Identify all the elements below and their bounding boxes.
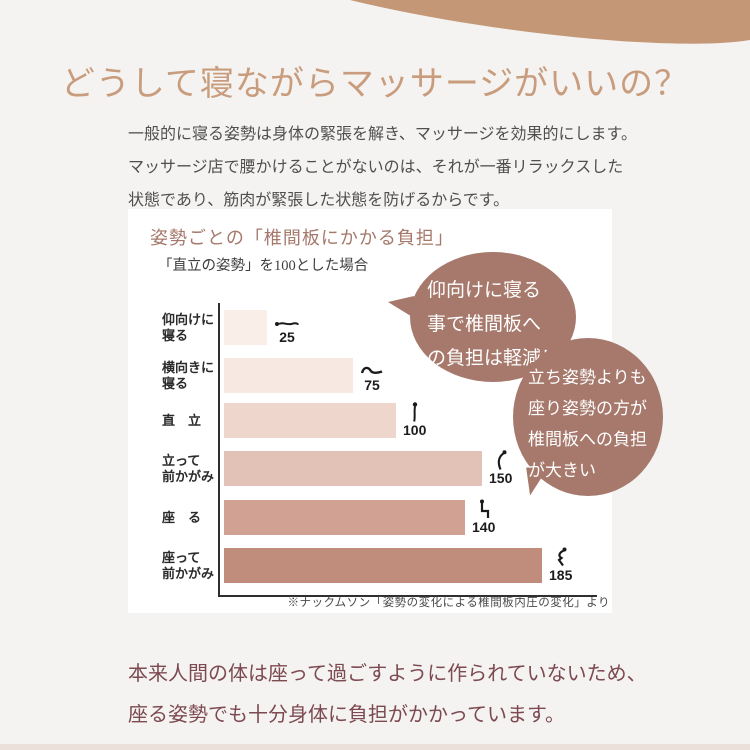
chart-row-lying-side: 横向きに 寝る 75 bbox=[128, 358, 612, 393]
label-line: 寝る bbox=[162, 327, 189, 343]
person-standing-bent-icon bbox=[497, 450, 507, 470]
bubble-line: 座り姿勢の方が bbox=[528, 399, 647, 418]
bar bbox=[224, 451, 482, 486]
bar-value: 75 bbox=[364, 377, 380, 393]
bar bbox=[224, 310, 267, 345]
top-corner-arc-decoration bbox=[350, 0, 750, 44]
bubble-line: 事で椎間板へ bbox=[427, 314, 542, 335]
outro-line: 座る姿勢でも十分身体に負担がかかっています。 bbox=[128, 704, 565, 726]
chart-row-lying-supine: 仰向けに 寝る 25 bbox=[128, 310, 612, 345]
page-title: どうして寝ながらマッサージがいいの？ bbox=[60, 66, 690, 103]
label-line: 仰向けに bbox=[162, 311, 215, 327]
bar-value-block: 75 bbox=[360, 356, 384, 393]
bar-value-block: 185 bbox=[549, 546, 572, 583]
chart-subtitle: 「直立の姿勢」を100とした場合 bbox=[158, 258, 369, 274]
bar-value: 185 bbox=[549, 567, 573, 583]
bar-value-block: 140 bbox=[472, 498, 495, 535]
chart-title: 姿勢ごとの「椎間板にかかる負担」 bbox=[150, 228, 454, 248]
label-line: 立って bbox=[162, 452, 201, 468]
bar-category-label: 横向きに 寝る bbox=[162, 358, 220, 393]
bar-category-label: 立って 前かがみ bbox=[162, 451, 220, 486]
person-sitting-icon bbox=[479, 499, 489, 518]
bar bbox=[224, 500, 465, 535]
label-line: 寝る bbox=[162, 375, 189, 391]
outro-line: 本来人間の体は座って過ごすように作られていないため、 bbox=[128, 663, 647, 685]
bubble-line: の負担は軽減！ bbox=[427, 348, 561, 369]
bar-value: 150 bbox=[489, 470, 513, 486]
bar bbox=[224, 358, 353, 393]
chart-row-standing: 直 立 100 bbox=[128, 401, 612, 438]
speech-bubble-sitting-load: 立ち姿勢よりも 座り姿勢の方が 椎間板への負担 が大きい bbox=[513, 338, 663, 496]
bar-value-block: 150 bbox=[489, 449, 512, 486]
person-standing-icon bbox=[412, 402, 417, 422]
intro-line: 一般的に寝る姿勢は身体の緊張を解き、マッサージを効果的にします。 bbox=[128, 126, 637, 143]
bar-value: 100 bbox=[403, 422, 427, 438]
bubble-line: が大きい bbox=[528, 461, 596, 480]
chart-source-footnote: ※ナックムソン「姿勢の変化による椎間板内圧の変化」より bbox=[287, 597, 610, 609]
bubble-line: 立ち姿勢よりも bbox=[528, 368, 647, 387]
bar-category-label: 仰向けに 寝る bbox=[162, 310, 220, 345]
person-lying-supine-icon bbox=[275, 322, 299, 326]
bar-category-label: 座って 前かがみ bbox=[162, 548, 220, 583]
bottom-accent-strip bbox=[0, 744, 750, 750]
outro-paragraph: 本来人間の体は座って過ごすように作られていないため、 座る姿勢でも十分身体に負担… bbox=[128, 654, 647, 736]
chart-row-sitting: 座 る 140 bbox=[128, 498, 612, 535]
bar bbox=[224, 548, 542, 583]
label-line: 座 る bbox=[162, 509, 202, 525]
bar-value-block: 25 bbox=[274, 308, 300, 345]
intro-paragraph: 一般的に寝る姿勢は身体の緊張を解き、マッサージを効果的にします。 マッサージ店で… bbox=[128, 118, 637, 217]
intro-line: 状態であり、筋肉が緊張した状態を防げるからです。 bbox=[128, 192, 510, 209]
person-lying-side-icon bbox=[360, 366, 383, 374]
label-line: 前かがみ bbox=[162, 565, 215, 581]
bar-value-block: 100 bbox=[403, 401, 426, 438]
bar-category-label: 座 る bbox=[162, 500, 220, 535]
bubble-line: 仰向けに寝る bbox=[427, 280, 542, 301]
label-line: 座って bbox=[162, 549, 201, 565]
label-line: 直 立 bbox=[162, 412, 202, 428]
bubble-line: 椎間板への負担 bbox=[528, 430, 647, 449]
speech-bubble-tail bbox=[388, 296, 414, 318]
chart-axes bbox=[218, 303, 597, 597]
bar bbox=[224, 403, 396, 438]
chart-row-sitting-bent: 座って 前かがみ 185 bbox=[128, 546, 612, 583]
label-line: 前かがみ bbox=[162, 468, 215, 484]
intro-line: マッサージ店で腰かけることがないのは、それが一番リラックスした bbox=[128, 159, 624, 176]
label-line: 横向きに bbox=[162, 359, 215, 375]
person-sitting-bent-icon bbox=[557, 547, 567, 567]
chart-row-standing-bent: 立って 前かがみ 150 bbox=[128, 449, 612, 486]
bar-value: 140 bbox=[472, 519, 496, 535]
bar-category-label: 直 立 bbox=[162, 403, 220, 438]
bar-value: 25 bbox=[279, 329, 295, 345]
